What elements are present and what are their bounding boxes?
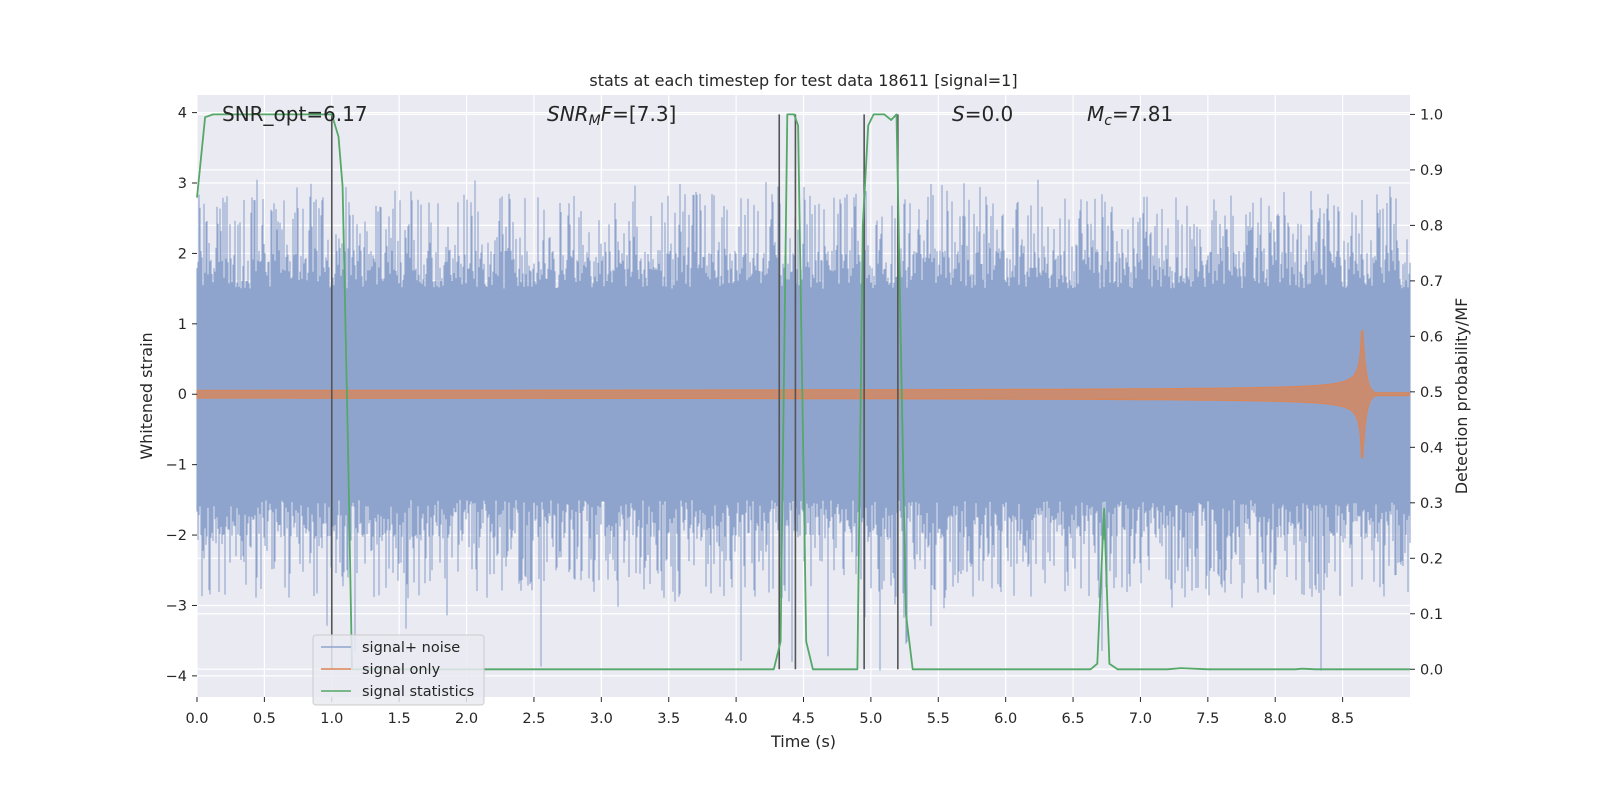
annotation-snr-opt: SNR_opt=6.17 <box>222 102 368 126</box>
x-axis-ticks: 0.0 0.5 1.0 1.5 2.0 2.5 3.0 3.5 4.0 4.5 5.0 5.5 6.0 6… <box>185 697 1354 727</box>
x-tick-label-15: 7.5 <box>1196 711 1219 727</box>
annotations: SNR_opt=6.17 SNRMF=[7.3] S=0.0 Mc=7.81 <box>222 102 1173 129</box>
x-tick-label-7: 3.5 <box>657 711 680 727</box>
y-right-tick-label-1: 0.9 <box>1420 163 1443 179</box>
x-tick-label-10: 5.0 <box>859 711 882 727</box>
legend-box <box>312 634 485 706</box>
x-tick-label-14: 7.0 <box>1129 711 1152 727</box>
x-tick-label-16: 8.0 <box>1264 711 1287 727</box>
annotation-snr-mf-main: SNR <box>547 102 589 126</box>
y-left-tick-label-3: 1 <box>178 317 187 333</box>
y-left-tick-label-6: −2 <box>166 528 187 544</box>
y-left-tick-label-8: −4 <box>166 669 187 685</box>
annotation-snr-mf-rest-value: =[7.3] <box>612 102 676 126</box>
x-tick-label-13: 6.5 <box>1062 711 1085 727</box>
x-tick-label-2: 1.0 <box>320 711 343 727</box>
y-right-tick-label-6: 0.4 <box>1420 440 1443 456</box>
y-right-tick-label-3: 0.7 <box>1420 274 1443 290</box>
series-signal-statistics <box>196 113 1410 671</box>
annotation-s-value-main: S <box>952 102 965 126</box>
annotation-s-value-rest: =0.0 <box>965 102 1014 126</box>
annotation-snr-mf-rest: F=[7.3] <box>601 102 677 126</box>
x-tick-label-0: 0.0 <box>185 711 208 727</box>
statistics-line <box>196 113 1410 671</box>
x-axis-label: Time (s) <box>770 732 836 751</box>
y-left-tick-label-0: 4 <box>178 106 187 122</box>
x-tick-label-5: 2.5 <box>522 711 545 727</box>
y-left-tick-label-7: −3 <box>166 598 187 614</box>
y-right-tick-label-4: 0.6 <box>1420 329 1443 345</box>
x-tick-label-1: 0.5 <box>253 711 276 727</box>
y-right-axis-ticks: 1.0 0.9 0.8 0.7 0.6 0.5 0.4 0.3 0.2 0.1 0.0 <box>1410 107 1443 678</box>
y-right-tick-label-2: 0.8 <box>1420 218 1443 234</box>
x-tick-label-8: 4.0 <box>725 711 748 727</box>
y-left-tick-label-1: 3 <box>178 176 187 192</box>
annotation-snr-opt-main: SNR_opt=6.17 <box>222 102 368 126</box>
y-left-tick-label-4: 0 <box>178 387 187 403</box>
annotation-chirp-mass: Mc=7.81 <box>1087 102 1173 129</box>
chart-title: stats at each timestep for test data 186… <box>589 71 1017 90</box>
y-left-axis-label: Whitened strain <box>137 332 156 459</box>
annotation-s-value: S=0.0 <box>952 102 1013 126</box>
y-left-tick-label-2: 2 <box>178 246 187 262</box>
annotation-chirp-mass-main: M <box>1087 102 1104 126</box>
y-right-tick-label-0: 1.0 <box>1420 107 1443 123</box>
x-tick-label-9: 4.5 <box>792 711 815 727</box>
y-right-axis-label: Detection probability/MF <box>1452 298 1471 495</box>
legend-label-signal-plus-noise: signal+ noise <box>362 640 460 656</box>
annotation-chirp-mass-sub: c <box>1104 113 1112 129</box>
x-tick-label-4: 2.0 <box>455 711 478 727</box>
x-tick-label-12: 6.0 <box>994 711 1017 727</box>
x-tick-label-3: 1.5 <box>388 711 411 727</box>
annotation-snr-mf-rest-italic: F <box>601 102 613 126</box>
legend: signal+ noise signal only signal statist… <box>312 634 485 706</box>
x-tick-label-11: 5.5 <box>927 711 950 727</box>
legend-label-signal-statistics: signal statistics <box>362 684 474 700</box>
annotation-snr-mf: SNRMF=[7.3] <box>547 102 676 129</box>
y-left-tick-label-5: −1 <box>166 458 187 474</box>
annotation-snr-mf-sub: M <box>589 113 601 129</box>
y-right-tick-label-10: 0.0 <box>1420 662 1443 678</box>
y-left-axis-ticks: 4 3 2 1 0 −1 −2 −3 −4 <box>166 106 197 685</box>
y-right-tick-label-8: 0.2 <box>1420 551 1443 567</box>
x-tick-label-17: 8.5 <box>1331 711 1354 727</box>
annotation-chirp-mass-rest: =7.81 <box>1112 102 1173 126</box>
y-right-tick-label-9: 0.1 <box>1420 607 1443 623</box>
x-tick-label-6: 3.0 <box>590 711 613 727</box>
y-right-tick-label-7: 0.3 <box>1420 496 1443 512</box>
legend-label-signal-only: signal only <box>362 662 441 678</box>
y-right-tick-label-5: 0.5 <box>1420 385 1443 401</box>
